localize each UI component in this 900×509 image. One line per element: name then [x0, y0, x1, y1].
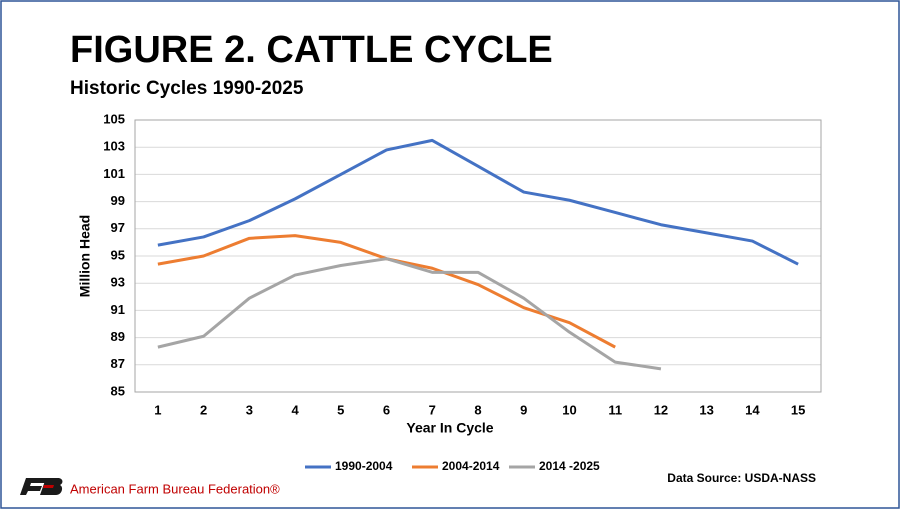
legend-label: 2004-2014 [442, 459, 500, 473]
chart-subtitle: Historic Cycles 1990-2025 [70, 78, 304, 99]
x-tick-label: 4 [291, 402, 299, 417]
x-tick-label: 2 [200, 402, 207, 417]
y-tick-label: 91 [111, 302, 125, 317]
y-tick-label: 99 [111, 193, 125, 208]
y-tick-label: 87 [111, 356, 125, 371]
chart-title: FIGURE 2. CATTLE CYCLE [70, 29, 553, 71]
y-tick-label: 85 [111, 383, 125, 398]
legend-label: 2014 -2025 [539, 459, 600, 473]
x-tick-label: 5 [337, 402, 344, 417]
y-tick-label: 95 [111, 247, 125, 262]
x-tick-label: 13 [699, 402, 713, 417]
logo-text: American Farm Bureau Federation® [70, 481, 280, 496]
series-line [157, 138, 799, 266]
data-source: Data Source: USDA-NASS [667, 471, 816, 485]
series-line [157, 257, 662, 371]
plot-border [134, 119, 822, 393]
x-tick-label: 6 [383, 402, 390, 417]
y-tick-label: 89 [111, 329, 125, 344]
x-tick-label: 9 [520, 402, 527, 417]
x-tick-label: 10 [562, 402, 576, 417]
y-tick-label: 103 [103, 139, 125, 154]
y-tick-label: 101 [103, 166, 125, 181]
y-axis-label: Million Head [77, 215, 93, 297]
x-tick-label: 7 [429, 402, 436, 417]
x-tick-label: 14 [745, 402, 760, 417]
x-tick-label: 15 [791, 402, 805, 417]
x-tick-label: 11 [608, 402, 622, 417]
y-tick-label: 105 [103, 111, 125, 126]
x-tick-label: 8 [474, 402, 481, 417]
logo [20, 478, 63, 495]
x-tick-label: 3 [246, 402, 253, 417]
y-tick-label: 97 [111, 220, 125, 235]
y-tick-label: 93 [111, 275, 125, 290]
x-axis-label: Year In Cycle [406, 420, 493, 436]
x-tick-label: 1 [154, 402, 161, 417]
x-tick-label: 12 [654, 402, 668, 417]
legend-label: 1990-2004 [335, 459, 393, 473]
